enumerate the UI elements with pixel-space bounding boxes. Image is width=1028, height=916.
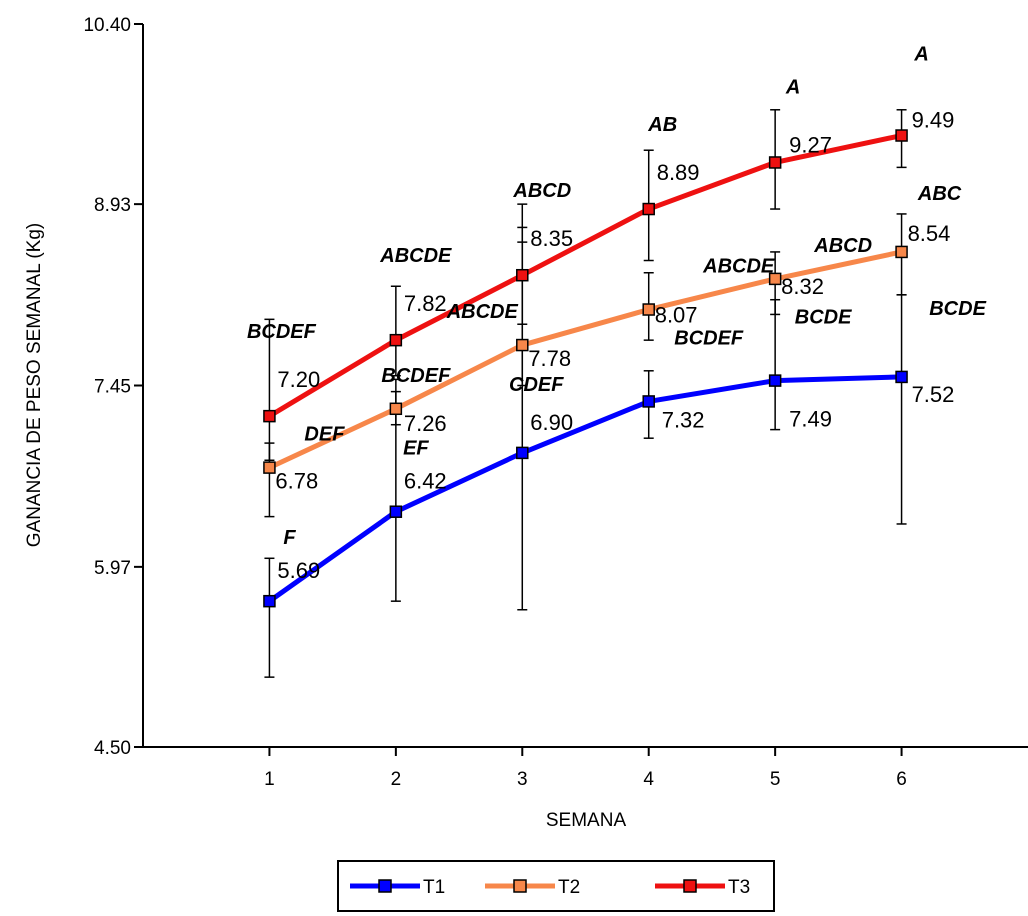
t1-legend-marker — [378, 879, 392, 893]
t3-data-point — [516, 268, 529, 282]
t2-value-label: 6.78 — [275, 469, 318, 494]
t2-value-label: 8.07 — [655, 303, 698, 328]
y-tick-label: 7.45 — [94, 377, 131, 398]
t2-data-point — [389, 402, 403, 416]
t3-data-point — [389, 333, 403, 347]
t2-data-point — [516, 338, 529, 352]
t3-group-label: AB — [647, 114, 677, 136]
t3-legend-marker — [683, 879, 697, 893]
t1-data-point — [895, 370, 908, 384]
t3-value-label: 7.82 — [404, 291, 447, 316]
t3-group-label: BCDEF — [247, 321, 317, 343]
t2-data-point — [768, 272, 782, 286]
y-tick-label: 10.40 — [83, 15, 131, 36]
t2-value-label: 7.26 — [404, 411, 447, 436]
t2-group-label: DEF — [304, 424, 345, 446]
t3-data-point — [895, 129, 908, 142]
t3-group-label: A — [913, 44, 928, 66]
t1-group-label: EF — [403, 438, 429, 460]
t1-data-point — [768, 374, 782, 387]
t3-value-label: 9.49 — [912, 108, 955, 133]
t2-group-label: ABC — [917, 183, 962, 205]
t2-legend-label: T2 — [558, 877, 580, 898]
series-layer — [263, 109, 908, 678]
labels-layer: 5.69 F 6.42 EF 6.90 CDEF 7.32 BCDEF 7.49 BCDE 7.52… — [247, 44, 987, 584]
t1-group-label: BCDE — [795, 307, 852, 329]
t3-value-label: 7.20 — [277, 367, 320, 392]
y-axis-title: GANANCIA DE PESO SEMANAL (Kg) — [24, 223, 45, 548]
x-tick-label: 3 — [517, 769, 528, 790]
t3-group-label: ABCDE — [379, 245, 452, 267]
t2-data-point — [263, 461, 276, 474]
t1-legend-label: T1 — [423, 877, 445, 898]
x-tick-label: 6 — [896, 769, 907, 790]
x-axis-title: SEMANA — [546, 810, 627, 831]
t3-legend-label: T3 — [728, 877, 750, 898]
t2-value-label: 8.32 — [781, 274, 824, 299]
t3-data-point — [263, 409, 276, 423]
t2-series-line — [268, 249, 903, 470]
t2-group-label: BCDEF — [381, 365, 451, 387]
t2-data-point — [642, 303, 655, 316]
axes: 4.50 5.97 7.45 8.93 10.40 1 2 3 4 5 6 — [83, 15, 1028, 790]
t1-data-point — [263, 594, 276, 608]
legend: T1 T2 T3 — [337, 860, 775, 912]
t1-data-point — [389, 505, 403, 518]
x-tick-label: 2 — [391, 769, 402, 790]
t1-value-label: 7.52 — [912, 382, 955, 407]
t1-group-label: BCDEF — [674, 327, 744, 349]
x-tick-label: 5 — [770, 769, 781, 790]
t1-group-label: CDEF — [509, 374, 564, 396]
t2-legend-marker — [513, 879, 527, 893]
t2-group-label: ABCDE — [446, 301, 519, 323]
t1-group-label: BCDE — [929, 298, 986, 320]
t2-group-label: ABCDE — [702, 256, 775, 278]
t1-group-label: F — [283, 527, 296, 549]
t2-value-label: 8.54 — [908, 221, 951, 246]
t3-value-label: 8.35 — [530, 226, 573, 251]
x-tick-label: 1 — [264, 769, 275, 790]
x-ticks: 1 2 3 4 5 6 — [264, 747, 907, 790]
y-ticks: 4.50 5.97 7.45 8.93 10.40 — [83, 15, 143, 759]
t1-series-line — [267, 374, 902, 604]
t3-data-point — [768, 156, 782, 169]
t1-value-label: 6.90 — [530, 410, 573, 435]
t1-data-point — [516, 446, 529, 460]
y-tick-label: 5.97 — [94, 558, 131, 579]
t3-value-label: 9.27 — [789, 132, 832, 157]
t1-data-point — [642, 395, 655, 408]
y-tick-label: 4.50 — [94, 738, 131, 759]
t1-value-label: 7.49 — [789, 407, 832, 432]
t3-data-point — [642, 202, 655, 216]
y-tick-label: 8.93 — [94, 195, 131, 216]
t2-value-label: 7.78 — [528, 346, 571, 371]
t2-group-label: ABCD — [813, 235, 872, 257]
t1-value-label: 5.69 — [277, 558, 320, 583]
t1-value-label: 7.32 — [662, 407, 705, 432]
t3-series-line — [268, 133, 903, 419]
x-tick-label: 4 — [643, 769, 654, 790]
t3-group-label: ABCD — [512, 180, 571, 202]
t3-value-label: 8.89 — [657, 160, 700, 185]
t3-group-label: A — [785, 76, 800, 98]
t1-value-label: 6.42 — [404, 469, 447, 494]
t2-data-point — [895, 245, 908, 259]
